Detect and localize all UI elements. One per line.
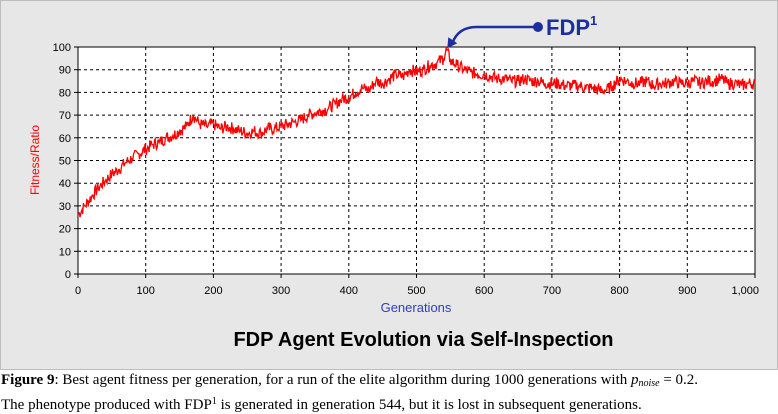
- y-tick-label: 70: [59, 110, 71, 122]
- p-subscript: noise: [638, 378, 660, 389]
- y-tick-label: 90: [59, 65, 71, 77]
- figure-label: Figure 9: [1, 372, 55, 388]
- annotation-label-main: FDP: [546, 15, 590, 40]
- y-tick-label: 40: [59, 178, 71, 190]
- caption-text-4: is generated in generation 544, but it i…: [216, 397, 642, 413]
- y-axis-ticks: 0 10 20 30 40 50 60 70 80 90 100: [53, 42, 78, 281]
- caption-line-1: Figure 9: Best agent fitness per generat…: [1, 371, 777, 393]
- y-tick-label: 30: [59, 201, 71, 213]
- annotation-label-superscript: 1: [590, 13, 597, 28]
- y-axis-label: Fitness/Ratio: [28, 125, 42, 195]
- chart: 0 10 20 30 40 50 60 70 80 90 100 0 100 200 300 400 500 6…: [28, 13, 759, 315]
- x-tick-label: 0: [75, 285, 81, 297]
- series-line: [77, 46, 756, 218]
- fdp-annotation: FDP1: [447, 13, 597, 49]
- annotation-label: FDP1: [546, 13, 597, 40]
- y-tick-label: 20: [59, 224, 71, 236]
- y-tick-label: 100: [53, 42, 71, 54]
- y-tick-label: 0: [65, 269, 71, 281]
- x-tick-label: 600: [475, 285, 493, 297]
- x-tick-label: 100: [137, 285, 155, 297]
- annotation-dot: [533, 22, 543, 32]
- x-tick-label: 900: [678, 285, 696, 297]
- x-tick-label: 1,000: [731, 285, 759, 297]
- caption-text-2: = 0.2.: [659, 372, 699, 388]
- caption-superscript: 1: [211, 396, 217, 407]
- caption-text-1: : Best agent fitness per generation, for…: [54, 372, 631, 388]
- annotation-arrow: [451, 25, 538, 44]
- chart-title: FDP Agent Evolution via Self-Inspection: [233, 329, 614, 351]
- figure-caption: Figure 9: Best agent fitness per generat…: [1, 371, 777, 414]
- y-tick-label: 80: [59, 87, 71, 99]
- x-tick-label: 800: [610, 285, 628, 297]
- y-tick-label: 60: [59, 133, 71, 145]
- x-tick-label: 400: [340, 285, 358, 297]
- annotation-arrowhead: [447, 37, 458, 49]
- y-tick-label: 10: [59, 246, 71, 258]
- x-axis-label: Generations: [381, 300, 452, 315]
- x-tick-label: 300: [272, 285, 290, 297]
- p-symbol: p: [630, 372, 639, 388]
- figure-panel: 0 10 20 30 40 50 60 70 80 90 100 0 100 200 300 400 500 6…: [0, 0, 778, 370]
- x-tick-label: 500: [407, 285, 425, 297]
- x-tick-label: 200: [204, 285, 222, 297]
- x-tick-label: 700: [543, 285, 561, 297]
- caption-line-2: The phenotype produced with FDP1 is gene…: [1, 393, 777, 414]
- caption-text-3: The phenotype produced with FDP: [1, 397, 212, 413]
- x-axis-ticks: 0 100 200 300 400 500 600 700 800 900 1,000: [75, 274, 759, 297]
- y-tick-label: 50: [59, 156, 71, 168]
